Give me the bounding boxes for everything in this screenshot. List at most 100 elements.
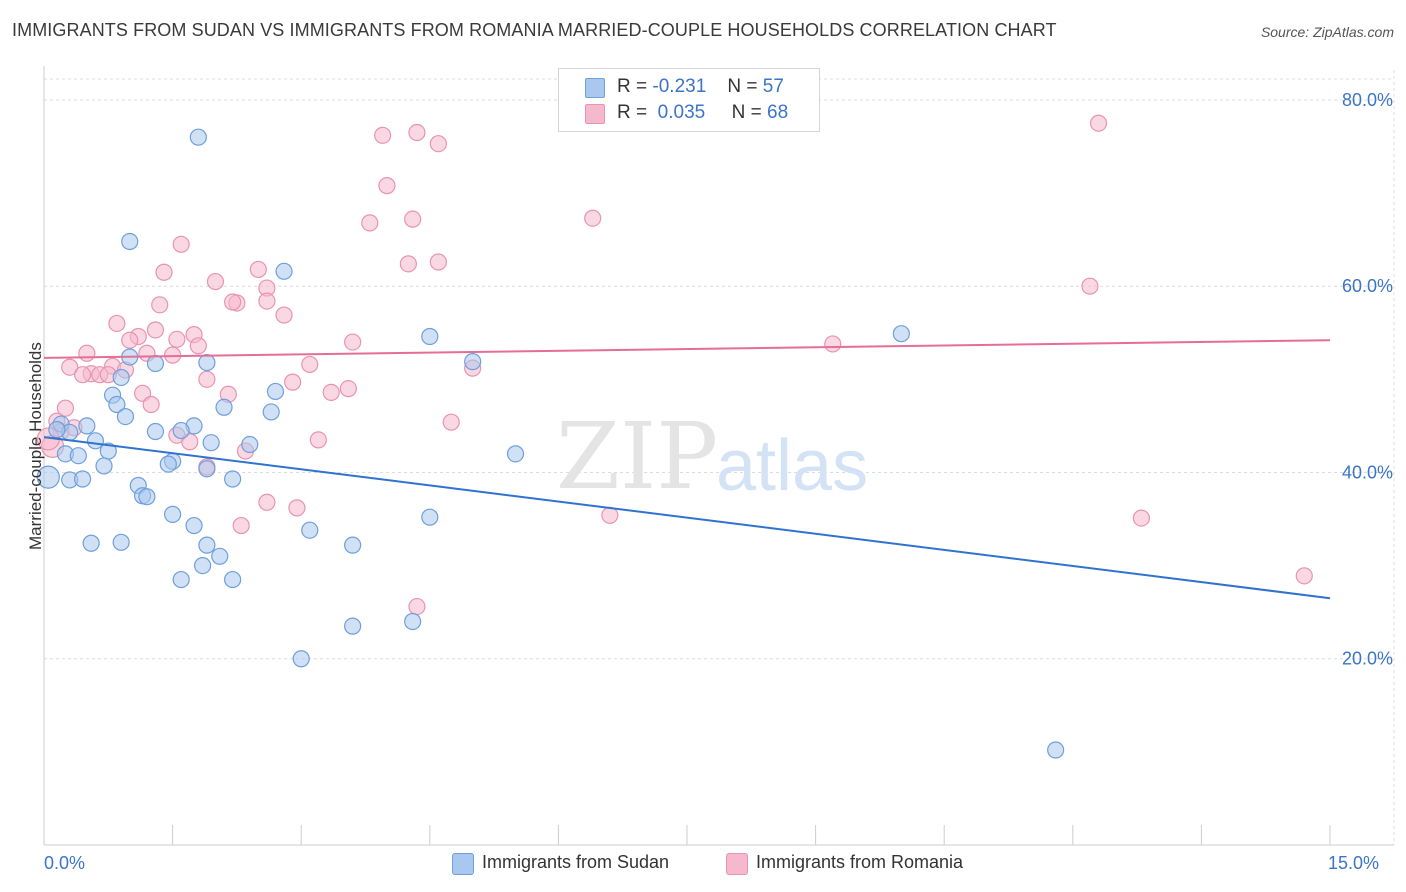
romania-point (73, 366, 92, 384)
sudan-point (198, 536, 216, 554)
romania-points (36, 114, 1313, 616)
sudan-point (344, 536, 362, 554)
romania-point (198, 370, 216, 388)
romania-point (309, 431, 327, 449)
romania-point (155, 263, 173, 281)
sudan-point (198, 353, 216, 372)
romania-point (258, 292, 276, 310)
stats-legend: R = -0.231 N = 57 R = 0.035 N = 68 (558, 68, 820, 132)
sudan-point (506, 445, 525, 463)
sudan-point (421, 327, 439, 346)
bottom-legend-romania-label: Immigrants from Romania (756, 852, 964, 872)
romania-swatch (585, 104, 605, 124)
sudan-point (421, 508, 439, 526)
romania-point (1132, 509, 1150, 527)
y-tick-label: 40.0% (1342, 462, 1393, 482)
sudan-point (292, 650, 310, 668)
sudan-point (48, 421, 66, 439)
romania-point (584, 209, 602, 227)
romania-point (408, 597, 426, 616)
romania-point (108, 314, 126, 333)
romania-point (429, 135, 447, 153)
sudan-trend-line (43, 436, 1331, 600)
romania-point (404, 210, 422, 228)
y-tick-labels: 20.0% 40.0% 60.0% 80.0% (1342, 90, 1393, 669)
romania-point (249, 260, 267, 279)
romania-legend-swatch (726, 853, 748, 875)
romania-point (146, 321, 165, 339)
sudan-point (95, 457, 113, 475)
sudan-point (172, 570, 190, 589)
x-max-label: 15.0% (1328, 853, 1380, 873)
romania-point (344, 333, 362, 351)
watermark-atlas: atlas (716, 426, 868, 506)
romania-point (339, 380, 357, 398)
romania-point (168, 330, 186, 348)
romania-point (442, 413, 460, 431)
sudan-point (262, 403, 280, 421)
sudan-point (172, 421, 190, 440)
sudan-point (241, 435, 259, 454)
y-tick-label: 80.0% (1342, 90, 1393, 110)
romania-point (142, 395, 160, 414)
romania-point (322, 383, 340, 401)
watermark: ZIP atlas (556, 403, 868, 510)
sudan-point (36, 465, 60, 489)
sudan-point (404, 612, 422, 631)
romania-point (258, 493, 276, 511)
x-min-label: 0.0% (44, 853, 86, 873)
sudan-point (189, 128, 207, 146)
sudan-point (82, 534, 100, 552)
romania-point (374, 126, 392, 144)
source-label: Source: ZipAtlas.com (1260, 24, 1394, 40)
bottom-legend-sudan-label: Immigrants from Sudan (482, 852, 670, 872)
sudan-point (1047, 741, 1065, 759)
romania-point (301, 355, 319, 374)
romania-point (378, 177, 396, 195)
sudan-point (164, 505, 182, 523)
sudan-point (194, 557, 212, 575)
romania-point (206, 272, 225, 291)
romania-point (78, 344, 96, 362)
romania-point (61, 358, 79, 376)
legend-romania-n-value: 68 (767, 102, 789, 123)
romania-point (429, 253, 447, 271)
legend-romania-n-label: N = (731, 102, 762, 123)
romania-point (56, 399, 75, 417)
romania-point (601, 506, 619, 524)
sudan-point (69, 447, 87, 465)
romania-point (284, 373, 302, 391)
sudan-point (266, 382, 285, 401)
romania-point (224, 293, 242, 311)
y-axis-label: Married-couple Households (26, 342, 45, 550)
romania-point (361, 214, 379, 232)
sudan-point (108, 395, 126, 414)
sudan-point (892, 325, 910, 343)
chart-title: IMMIGRANTS FROM SUDAN VS IMMIGRANTS FROM… (12, 20, 1057, 40)
legend-sudan-n-label: N = (727, 76, 758, 97)
sudan-point (138, 488, 156, 506)
sudan-point (301, 521, 319, 539)
romania-point (408, 123, 426, 142)
sudan-point (73, 470, 92, 488)
legend-sudan-r-label: R = (617, 76, 648, 97)
sudan-legend-swatch (452, 853, 474, 875)
sudan-point (198, 460, 216, 478)
romania-point (232, 516, 250, 535)
legend-romania-r-value: 0.035 (657, 102, 706, 123)
sudan-point (215, 398, 233, 416)
y-tick-label: 20.0% (1342, 649, 1393, 669)
sudan-point (185, 516, 203, 535)
romania-point (288, 499, 306, 517)
romania-point (121, 331, 139, 349)
sudan-point (275, 262, 293, 280)
romania-point (172, 235, 190, 253)
legend-sudan-r-value: -0.231 (652, 76, 707, 97)
sudan-point (78, 417, 96, 435)
watermark-zip: ZIP (556, 403, 718, 510)
sudan-point (202, 434, 220, 452)
romania-point (1295, 567, 1313, 585)
sudan-point (112, 533, 130, 551)
romania-point (1081, 277, 1099, 295)
